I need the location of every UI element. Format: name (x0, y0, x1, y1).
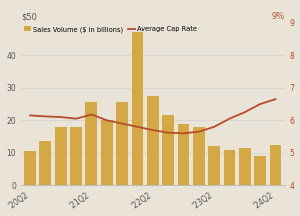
Bar (224, 150, 236, 185)
Bar (85, 102, 98, 185)
Text: 9%: 9% (272, 12, 285, 21)
Bar (162, 115, 174, 185)
Bar (254, 156, 266, 185)
Text: $50: $50 (21, 12, 37, 21)
Bar (269, 145, 281, 185)
Bar (193, 127, 205, 185)
Bar (208, 146, 220, 185)
Legend: Sales Volume ($ in billions), Average Cap Rate: Sales Volume ($ in billions), Average Ca… (24, 26, 197, 33)
Bar (178, 124, 190, 185)
Bar (116, 102, 128, 185)
Bar (55, 127, 67, 185)
Bar (40, 141, 52, 185)
Bar (24, 151, 36, 185)
Bar (239, 148, 251, 185)
Bar (131, 32, 143, 185)
Bar (101, 120, 113, 185)
Bar (70, 127, 82, 185)
Bar (147, 96, 159, 185)
